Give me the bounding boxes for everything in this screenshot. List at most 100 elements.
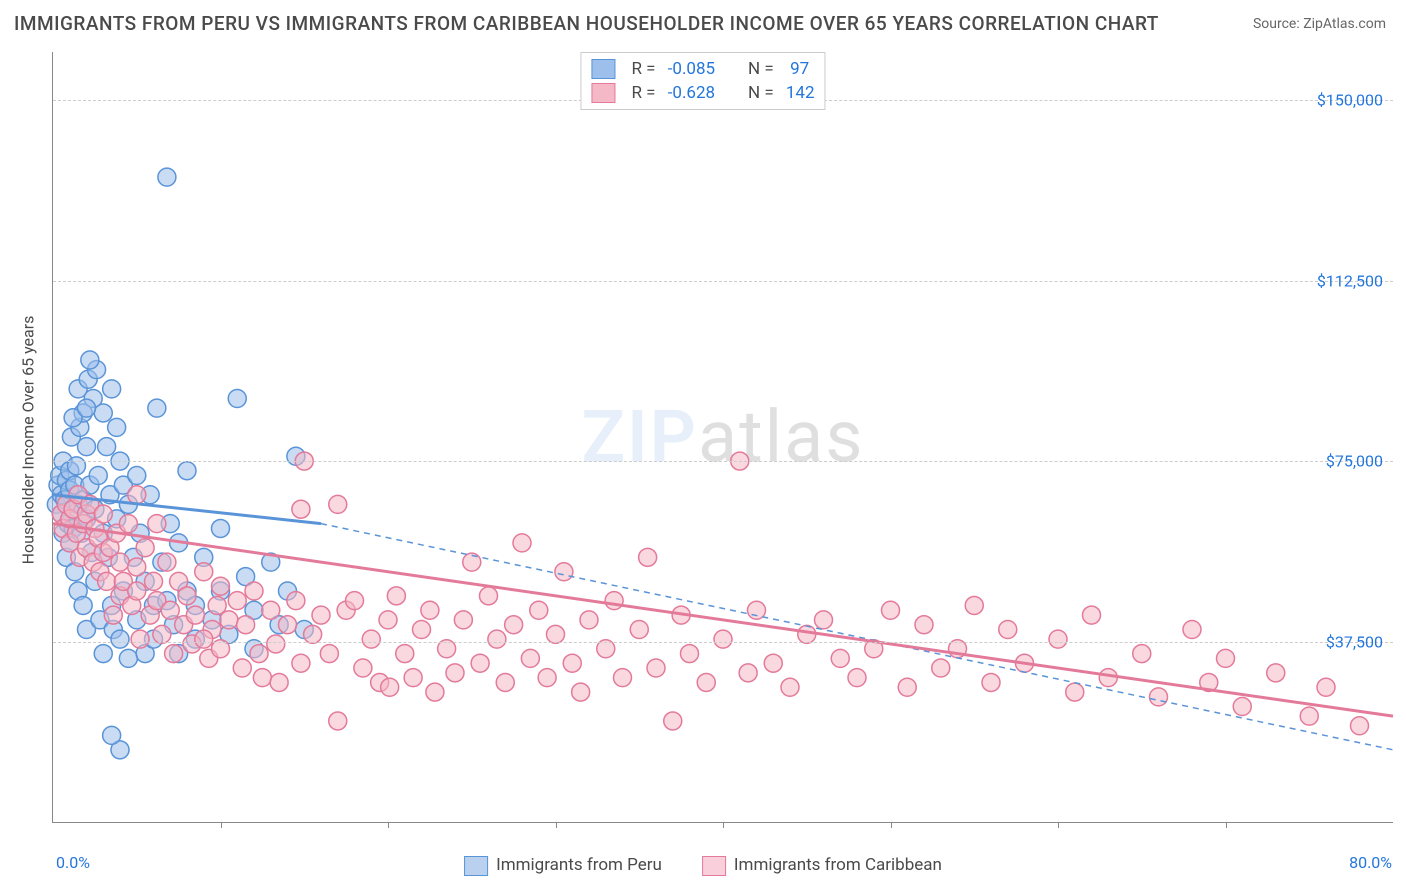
data-point-caribbean xyxy=(1133,645,1151,663)
data-point-caribbean xyxy=(480,587,498,605)
x-axis-max-label: 80.0% xyxy=(1349,853,1392,872)
gridline xyxy=(53,461,1393,462)
data-point-caribbean xyxy=(128,582,146,600)
data-point-caribbean xyxy=(237,616,255,634)
data-point-caribbean xyxy=(915,616,933,634)
data-point-caribbean xyxy=(1150,688,1168,706)
r-label: R = xyxy=(631,83,659,103)
legend-label-caribbean: Immigrants from Caribbean xyxy=(734,855,942,875)
data-point-caribbean xyxy=(279,616,297,634)
data-point-peru xyxy=(78,438,96,456)
x-tick xyxy=(221,822,222,828)
data-point-peru xyxy=(94,645,112,663)
data-point-caribbean xyxy=(426,683,444,701)
data-point-caribbean xyxy=(161,601,179,619)
data-point-caribbean xyxy=(764,654,782,672)
data-point-caribbean xyxy=(220,611,238,629)
source-link[interactable]: ZipAtlas.com xyxy=(1303,16,1386,32)
data-point-caribbean xyxy=(572,683,590,701)
data-point-caribbean xyxy=(158,553,176,571)
y-tick-label: $37,500 xyxy=(1326,632,1383,651)
data-point-caribbean xyxy=(697,673,715,691)
data-point-caribbean xyxy=(228,592,246,610)
n-label: N = xyxy=(748,83,778,103)
data-point-peru xyxy=(158,168,176,186)
data-point-caribbean xyxy=(630,621,648,639)
data-point-caribbean xyxy=(381,678,399,696)
data-point-peru xyxy=(103,726,121,744)
x-tick xyxy=(388,822,389,828)
data-point-caribbean xyxy=(471,654,489,672)
data-point-peru xyxy=(228,390,246,408)
data-point-caribbean xyxy=(681,645,699,663)
legend-label-peru: Immigrants from Peru xyxy=(496,855,662,875)
data-point-peru xyxy=(74,596,92,614)
data-point-caribbean xyxy=(521,649,539,667)
n-value-caribbean: 142 xyxy=(786,83,815,103)
data-point-caribbean xyxy=(128,486,146,504)
chart-title: IMMIGRANTS FROM PERU VS IMMIGRANTS FROM … xyxy=(14,12,1159,35)
data-point-peru xyxy=(178,462,196,480)
data-point-caribbean xyxy=(781,678,799,696)
data-point-peru xyxy=(128,467,146,485)
r-label: R = xyxy=(631,59,659,79)
data-point-peru xyxy=(98,438,116,456)
data-point-peru xyxy=(81,351,99,369)
source-label: Source: xyxy=(1253,16,1303,32)
data-point-caribbean xyxy=(387,587,405,605)
series-legend: Immigrants from Peru Immigrants from Cari… xyxy=(464,855,942,876)
y-tick-label: $112,500 xyxy=(1317,271,1383,290)
data-point-caribbean xyxy=(396,645,414,663)
x-tick xyxy=(556,822,557,828)
data-point-caribbean xyxy=(362,630,380,648)
y-axis-title: Householder Income Over 65 years xyxy=(19,316,38,565)
data-point-caribbean xyxy=(1066,683,1084,701)
data-point-caribbean xyxy=(1217,649,1235,667)
data-point-caribbean xyxy=(270,673,288,691)
y-tick-label: $75,000 xyxy=(1326,452,1383,471)
data-point-caribbean xyxy=(208,596,226,614)
stats-swatch-peru xyxy=(591,59,615,79)
data-point-caribbean xyxy=(1300,707,1318,725)
data-point-caribbean xyxy=(530,601,548,619)
data-point-caribbean xyxy=(1233,698,1251,716)
data-point-caribbean xyxy=(329,712,347,730)
plot-area: ZIPatlas $37,500$75,000$112,500$150,000 xyxy=(52,52,1393,823)
data-point-caribbean xyxy=(111,553,129,571)
data-point-caribbean xyxy=(580,611,598,629)
data-point-caribbean xyxy=(454,611,472,629)
data-point-caribbean xyxy=(1267,664,1285,682)
data-point-caribbean xyxy=(555,563,573,581)
data-point-caribbean xyxy=(421,601,439,619)
data-point-peru xyxy=(148,399,166,417)
data-point-caribbean xyxy=(647,659,665,677)
legend-item-caribbean: Immigrants from Caribbean xyxy=(702,855,942,876)
data-point-caribbean xyxy=(404,669,422,687)
y-tick-label: $150,000 xyxy=(1317,91,1383,110)
gridline xyxy=(53,281,1393,282)
data-point-caribbean xyxy=(329,495,347,513)
data-point-caribbean xyxy=(94,505,112,523)
x-tick xyxy=(723,822,724,828)
data-point-peru xyxy=(111,630,129,648)
data-point-caribbean xyxy=(1183,621,1201,639)
data-point-caribbean xyxy=(320,645,338,663)
data-point-caribbean xyxy=(145,572,163,590)
data-point-caribbean xyxy=(505,616,523,634)
data-point-caribbean xyxy=(245,582,263,600)
data-point-caribbean xyxy=(898,678,916,696)
data-point-caribbean xyxy=(848,669,866,687)
data-point-peru xyxy=(103,380,121,398)
data-point-peru xyxy=(67,457,85,475)
data-point-caribbean xyxy=(1351,717,1369,735)
data-point-caribbean xyxy=(538,669,556,687)
data-point-caribbean xyxy=(496,673,514,691)
data-point-caribbean xyxy=(104,606,122,624)
legend-swatch-peru xyxy=(464,856,488,876)
x-tick xyxy=(1058,822,1059,828)
data-point-caribbean xyxy=(292,654,310,672)
stats-row-caribbean: R = -0.628 N = 142 xyxy=(591,81,814,105)
trendline-ext-peru xyxy=(321,524,1393,750)
data-point-caribbean xyxy=(128,558,146,576)
data-point-caribbean xyxy=(262,601,280,619)
